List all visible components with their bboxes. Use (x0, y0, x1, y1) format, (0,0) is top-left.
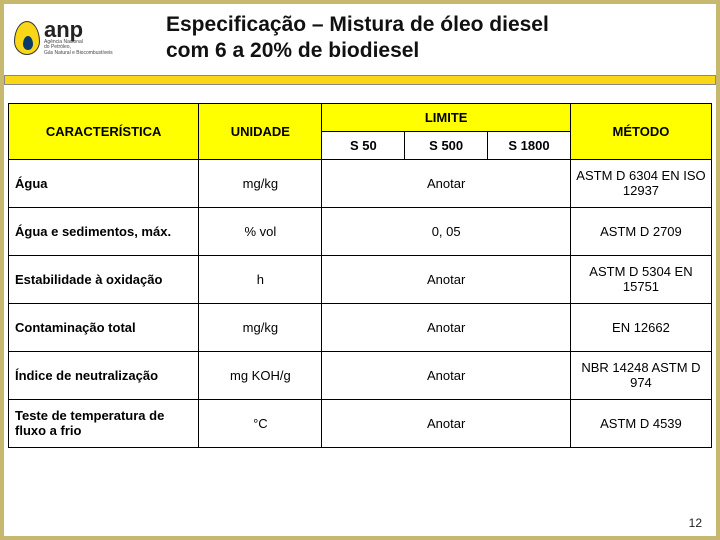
cell-car: Contaminação total (9, 303, 199, 351)
logo-text: anp Agência Nacional do Petróleo, Gás Na… (44, 20, 113, 56)
page-title: Especificação – Mistura de óleo diesel c… (166, 12, 549, 65)
cell-uni: °C (199, 399, 322, 447)
cell-lim: 0, 05 (322, 207, 570, 255)
spec-table-wrap: CARACTERÍSTICA UNIDADE LIMITE MÉTODO S 5… (4, 85, 716, 448)
cell-met: ASTM D 2709 (570, 207, 711, 255)
cell-car: Água (9, 159, 199, 207)
cell-met: NBR 14248 ASTM D 974 (570, 351, 711, 399)
table-row: Água e sedimentos, máx. % vol 0, 05 ASTM… (9, 207, 712, 255)
logo-name: anp (44, 20, 113, 40)
title-line1: Especificação – Mistura de óleo diesel (166, 12, 549, 38)
cell-met: ASTM D 5304 EN 15751 (570, 255, 711, 303)
cell-uni: mg/kg (199, 303, 322, 351)
th-caracteristica: CARACTERÍSTICA (9, 103, 199, 159)
table-row: Índice de neutralização mg KOH/g Anotar … (9, 351, 712, 399)
cell-uni: % vol (199, 207, 322, 255)
cell-lim: Anotar (322, 303, 570, 351)
th-s500: S 500 (405, 131, 488, 159)
th-unidade: UNIDADE (199, 103, 322, 159)
drop-icon (14, 21, 40, 55)
anp-logo: anp Agência Nacional do Petróleo, Gás Na… (14, 13, 154, 63)
table-row: Teste de temperatura de fluxo a frio °C … (9, 399, 712, 447)
cell-car: Índice de neutralização (9, 351, 199, 399)
cell-lim: Anotar (322, 159, 570, 207)
page-number: 12 (689, 516, 702, 530)
cell-lim: Anotar (322, 255, 570, 303)
th-s1800: S 1800 (488, 131, 571, 159)
cell-met: EN 12662 (570, 303, 711, 351)
cell-uni: h (199, 255, 322, 303)
spec-table: CARACTERÍSTICA UNIDADE LIMITE MÉTODO S 5… (8, 103, 712, 448)
cell-car: Água e sedimentos, máx. (9, 207, 199, 255)
cell-car: Estabilidade à oxidação (9, 255, 199, 303)
header: anp Agência Nacional do Petróleo, Gás Na… (4, 4, 716, 71)
th-limite: LIMITE (322, 103, 570, 131)
title-line2: com 6 a 20% de biodiesel (166, 38, 549, 64)
slide-page: anp Agência Nacional do Petróleo, Gás Na… (4, 4, 716, 536)
cell-uni: mg KOH/g (199, 351, 322, 399)
cell-uni: mg/kg (199, 159, 322, 207)
th-s50: S 50 (322, 131, 405, 159)
table-row: Água mg/kg Anotar ASTM D 6304 EN ISO 129… (9, 159, 712, 207)
cell-met: ASTM D 6304 EN ISO 12937 (570, 159, 711, 207)
table-row: Contaminação total mg/kg Anotar EN 12662 (9, 303, 712, 351)
cell-car: Teste de temperatura de fluxo a frio (9, 399, 199, 447)
logo-sub3: Gás Natural e Biocombustíveis (44, 51, 113, 57)
divider-bar (4, 75, 716, 85)
th-metodo: MÉTODO (570, 103, 711, 159)
cell-lim: Anotar (322, 399, 570, 447)
cell-met: ASTM D 4539 (570, 399, 711, 447)
cell-lim: Anotar (322, 351, 570, 399)
table-row: Estabilidade à oxidação h Anotar ASTM D … (9, 255, 712, 303)
